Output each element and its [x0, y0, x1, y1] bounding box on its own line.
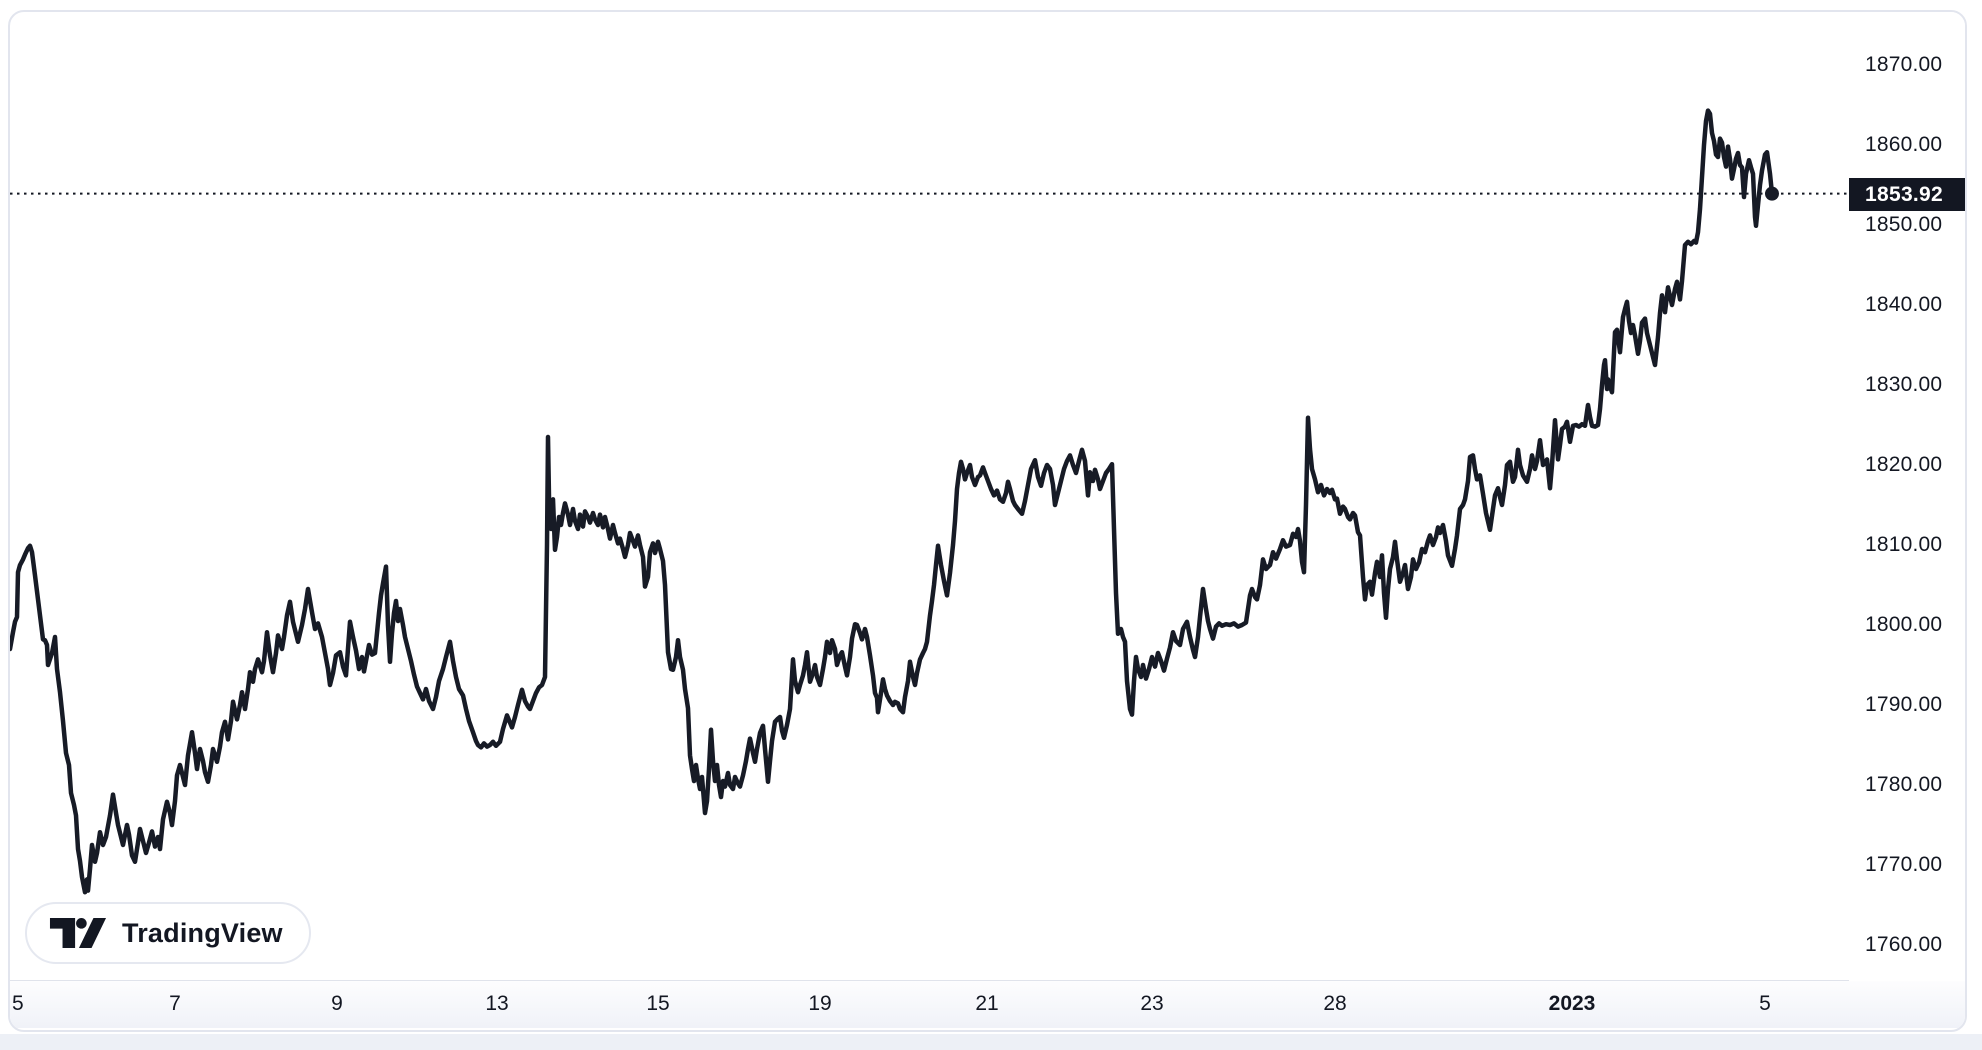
y-axis-label: 1830.00 — [1865, 373, 1943, 396]
x-axis-label: 21 — [975, 992, 999, 1015]
x-axis-label: 28 — [1323, 992, 1347, 1015]
x-axis-label: 13 — [485, 992, 509, 1015]
y-axis-label: 1770.00 — [1865, 853, 1943, 876]
time-scale[interactable]: 5 7 9 13 15 19 21 23 28 2023 5 — [10, 981, 1965, 1028]
x-axis-label: 2023 — [1548, 992, 1596, 1015]
x-axis-label: 15 — [646, 992, 670, 1015]
current-price-badge: 1853.92 — [1849, 177, 1965, 211]
price-polyline[interactable] — [10, 108, 1775, 895]
x-axis-label: 9 — [331, 992, 343, 1015]
tradingview-logo[interactable]: TradingView — [25, 902, 311, 964]
time-scale-separator — [10, 980, 1849, 981]
x-axis-label: 5 — [12, 992, 24, 1015]
y-axis-label: 1760.00 — [1865, 933, 1943, 956]
y-axis-label: 1820.00 — [1865, 453, 1943, 476]
y-axis-label: 1790.00 — [1865, 693, 1943, 716]
x-axis-label: 19 — [808, 992, 832, 1015]
tradingview-logo-label: TradingView — [122, 917, 283, 948]
bottom-strip — [0, 1034, 1982, 1050]
tradingview-logo-icon — [49, 917, 107, 948]
price-scale[interactable]: 1853.92 1870.00 1860.00 1850.00 1840.00 1830… — [1849, 12, 1965, 980]
x-axis-label: 7 — [169, 992, 181, 1015]
x-axis-label: 23 — [1140, 992, 1164, 1015]
chart-card: 1853.92 1870.00 1860.00 1850.00 1840.00 1830… — [8, 10, 1967, 1032]
y-axis-label: 1810.00 — [1865, 533, 1943, 556]
last-price-dot — [1765, 186, 1779, 201]
y-axis-label: 1780.00 — [1865, 773, 1943, 796]
x-axis-label: 5 — [1759, 992, 1771, 1015]
y-axis-label: 1860.00 — [1865, 133, 1943, 156]
y-axis-label: 1840.00 — [1865, 293, 1943, 316]
y-axis-label: 1850.00 — [1865, 213, 1943, 236]
y-axis-label: 1870.00 — [1865, 53, 1943, 76]
price-line-chart[interactable] — [10, 12, 1849, 980]
y-axis-label: 1800.00 — [1865, 613, 1943, 636]
